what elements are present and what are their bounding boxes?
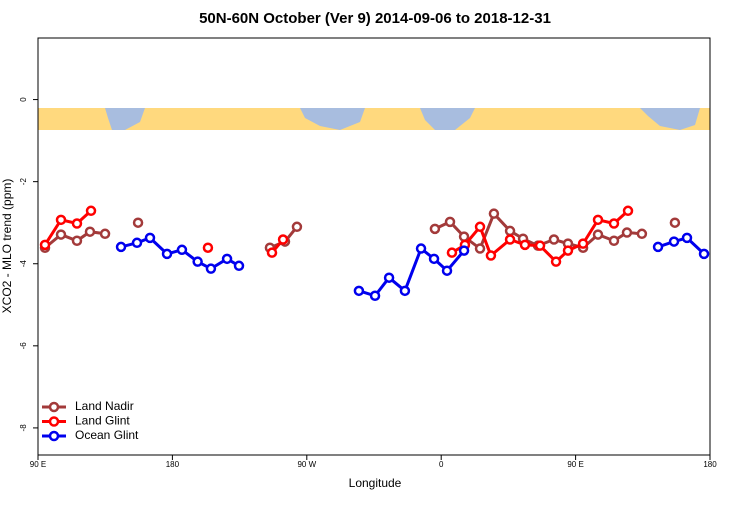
map-band [38,108,710,130]
data-point [399,285,411,297]
legend-label: Ocean Glint [75,428,139,442]
data-point [474,243,486,254]
data-point [636,228,648,240]
data-point [161,248,173,260]
y-tick-label: -8 [19,424,28,432]
data-point [55,229,67,240]
data-point [202,242,214,253]
series-line [43,209,93,246]
data-point [132,217,144,228]
data-point [534,240,546,251]
data-point [621,227,633,238]
ocean-shape [300,108,365,130]
data-point [71,218,83,229]
data-point [192,256,203,267]
data-point [291,221,303,233]
ocean-shape [420,108,475,130]
data-point [488,208,500,219]
data-point [519,239,531,251]
x-axis-label: Longitude [349,476,402,490]
y-tick-label: 0 [19,97,28,102]
data-point [71,235,83,247]
data-point [698,248,710,260]
data-point [131,237,143,249]
data-point [608,218,620,229]
ocean-shape [640,108,700,130]
data-point [669,217,681,228]
y-axis-label: XCO2 - MLO trend (ppm) [0,179,14,314]
y-tick-label: -2 [19,178,28,186]
y-tick-label: -4 [19,260,28,268]
legend-label: Land Nadir [75,399,134,413]
chart-title: 50N-60N October (Ver 9) 2014-09-06 to 20… [199,10,551,27]
legend-marker [48,430,60,442]
x-tick-label: 90 E [567,460,583,469]
data-point [592,214,604,226]
legend-marker [48,416,60,427]
legend-label: Land Glint [75,414,130,428]
x-tick-label: 90 E [30,460,46,469]
data-point [681,232,693,244]
data-point [474,221,486,233]
data-point [608,235,620,247]
x-tick-label: 0 [439,460,444,469]
data-point [550,256,562,267]
data-point [144,232,156,244]
x-tick-label: 180 [703,460,717,469]
data-point [233,260,245,272]
data-point [446,247,458,258]
data-point [592,229,604,240]
legend-marker [48,401,60,413]
ocean-shape [105,108,145,130]
data-point [176,244,188,256]
data-point [383,272,395,283]
data-point [458,245,470,256]
y-tick-label: -6 [19,342,28,350]
data-point [441,265,453,276]
x-tick-label: 180 [166,460,180,469]
data-point [652,241,664,253]
data-point [504,234,516,245]
data-point [85,205,97,217]
data-point [99,228,111,240]
data-point [84,226,96,237]
data-point [577,238,589,249]
data-point [562,245,574,256]
data-point [622,205,634,217]
data-point [39,239,51,251]
data-point [266,247,278,258]
data-point [115,241,127,253]
data-point [668,236,680,247]
data-point [369,290,381,302]
data-point [429,223,441,235]
data-point [221,253,233,265]
series-line [657,236,706,255]
plot-frame [37,37,711,456]
data-point [415,243,427,254]
land-band [38,108,710,130]
data-point [485,250,497,261]
data-point [458,231,470,242]
data-point [444,216,456,228]
data-point [428,253,440,265]
data-point [277,234,289,245]
x-tick-label: 90 W [297,460,316,469]
data-point [548,234,560,245]
data-point [504,225,516,237]
data-point [205,263,217,274]
data-point [353,285,365,297]
data-point [55,214,67,226]
